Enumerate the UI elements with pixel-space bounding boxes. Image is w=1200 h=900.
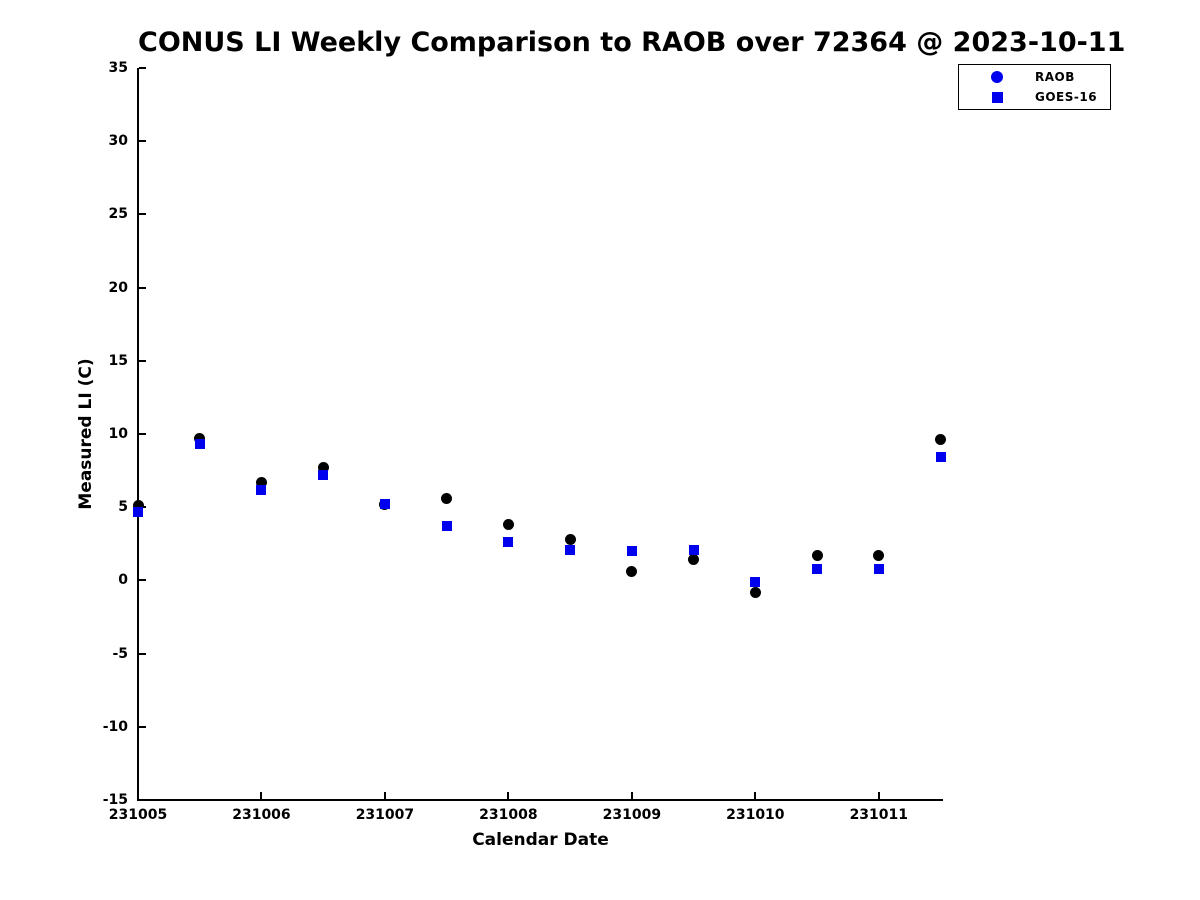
data-point-raob [626, 566, 638, 578]
x-tick-label: 231011 [849, 807, 909, 823]
data-point-goes-16 [379, 499, 390, 510]
y-tick [139, 433, 146, 435]
legend-marker-cell [959, 71, 1035, 83]
x-tick [754, 792, 757, 799]
data-point-raob [564, 533, 576, 545]
legend-square-icon [991, 91, 1003, 103]
data-point-raob [132, 500, 144, 512]
data-point-goes-16 [503, 537, 514, 548]
data-point-goes-16 [750, 576, 761, 587]
y-tick [139, 579, 146, 582]
data-point-raob [502, 519, 514, 531]
y-axis-spine [137, 68, 139, 801]
y-tick [139, 652, 146, 655]
y-tick-label: -10 [102, 718, 128, 735]
legend-circle-icon [991, 71, 1003, 83]
plot-area: -15 -10 -5 0 5 10 15 20 25 30 35 231005 231006 231007… [103, 60, 947, 823]
data-point-raob [749, 586, 761, 598]
x-tick-label: 231006 [232, 807, 291, 823]
legend-item-goes-16: GOES-16 [959, 88, 1110, 106]
y-tick [139, 213, 146, 216]
x-tick [630, 792, 633, 799]
data-point-raob [317, 462, 329, 474]
x-tick-label: 231009 [602, 807, 662, 823]
data-point-raob [873, 550, 885, 561]
x-tick-label: 231007 [355, 807, 415, 823]
y-tick [139, 140, 146, 143]
data-point-goes-16 [688, 544, 699, 555]
y-tick-label: 5 [118, 499, 128, 516]
x-tick-label: 231005 [108, 807, 168, 823]
x-tick [260, 792, 263, 799]
data-point-goes-16 [194, 439, 205, 450]
chart-title: CONUS LI Weekly Comparison to RAOB over … [138, 27, 1126, 58]
data-point-raob [441, 492, 453, 504]
y-tick-label: 15 [108, 352, 128, 369]
data-point-goes-16 [812, 563, 823, 574]
y-tick [139, 286, 146, 289]
data-point-goes-16 [256, 484, 267, 495]
data-point-raob [935, 434, 947, 446]
x-tick [877, 792, 880, 799]
y-tick-label: 30 [108, 133, 128, 150]
x-tick-label: 231008 [479, 807, 538, 823]
x-tick [137, 792, 139, 799]
data-point-raob [255, 476, 267, 488]
x-axis-spine [137, 799, 943, 801]
y-tick-label: 0 [118, 572, 128, 589]
data-point-goes-16 [133, 506, 143, 517]
y-tick-label: -5 [112, 645, 128, 662]
data-point-raob [688, 554, 700, 566]
data-point-goes-16 [318, 469, 329, 480]
y-tick [139, 799, 146, 801]
legend-marker-cell [959, 91, 1035, 103]
y-tick-label: 10 [108, 426, 128, 442]
data-point-goes-16 [935, 452, 946, 463]
data-point-goes-16 [441, 521, 452, 532]
data-point-raob [811, 550, 823, 561]
data-point-goes-16 [565, 544, 576, 555]
data-point-raob [194, 432, 206, 444]
legend-item-raob: RAOB [959, 68, 1110, 86]
legend: RAOB GOES-16 [958, 64, 1111, 110]
legend-label: RAOB [1035, 70, 1075, 84]
x-tick-label: 231010 [726, 807, 785, 823]
x-tick [383, 792, 386, 799]
y-tick-label: -15 [102, 792, 128, 808]
data-point-goes-16 [626, 546, 637, 557]
x-tick [507, 792, 510, 799]
y-tick [139, 67, 146, 69]
y-tick [139, 725, 146, 728]
data-point-goes-16 [873, 563, 884, 574]
legend-label: GOES-16 [1035, 90, 1098, 104]
x-axis-label: Calendar Date [472, 830, 609, 850]
y-tick-label: 20 [108, 279, 128, 296]
y-tick-label: 25 [108, 206, 128, 223]
y-tick [139, 359, 146, 362]
y-tick-label: 35 [108, 60, 128, 76]
